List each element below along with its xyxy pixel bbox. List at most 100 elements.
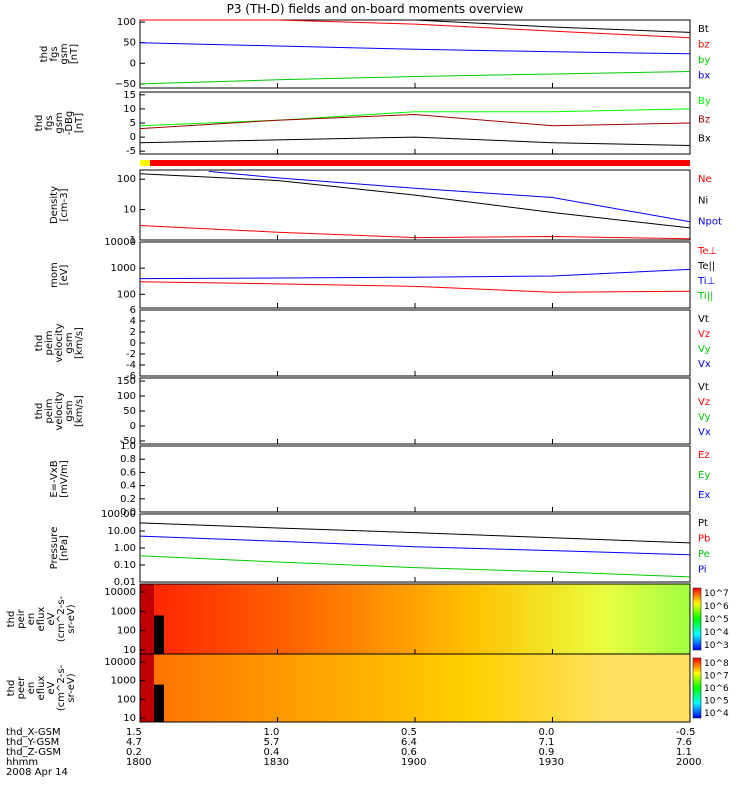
legend-Bz: Bz <box>698 115 710 126</box>
y-tick-label: 10000 <box>104 657 136 668</box>
series-Pt <box>139 522 691 544</box>
y-axis-label: (cm^2-s- <box>56 664 67 711</box>
series-Npot <box>208 170 691 223</box>
y-tick-label: -2 <box>126 349 136 360</box>
y-axis-label: eflux <box>36 607 47 632</box>
legend-Ey: Ey <box>698 470 710 481</box>
footer-row-label: thd_Y-GSM <box>6 737 60 748</box>
y-axis-label: mom <box>49 262 60 288</box>
legend-Pe: Pe <box>698 549 710 560</box>
series-Pe <box>139 555 691 578</box>
y-axis-label: sr-eV) <box>66 604 77 633</box>
y-axis-label: (cm^2-s- <box>56 595 67 642</box>
y-axis-label: fgs <box>44 115 55 130</box>
footer-value-z: 0.9 <box>538 747 555 758</box>
panel-frame-E-VxB <box>139 445 691 513</box>
y-axis-label: [km/s] <box>74 395 85 427</box>
panel-frame-peim-velocity-2 <box>139 377 691 445</box>
panel-frame-fgs-dBg <box>139 91 691 155</box>
legend-Vx: Vx <box>698 427 711 438</box>
y-tick-label: −50 <box>115 79 136 90</box>
y-axis-label: gsm <box>64 332 75 353</box>
legend-Vy: Vy <box>698 344 711 355</box>
series-bx <box>139 42 691 55</box>
footer-value-z: 0.6 <box>401 747 417 758</box>
footer-value-z: 0.4 <box>263 747 280 758</box>
colorbar-tick-label: 10^7 <box>704 589 729 599</box>
colorbar-tick-label: 10^5 <box>704 615 729 625</box>
legend-Pb: Pb <box>698 534 710 545</box>
y-axis-label: [mV/m] <box>59 460 70 498</box>
footer-row-label: thd_X-GSM <box>6 727 61 738</box>
colorbar-tick-label: 10^3 <box>704 641 729 651</box>
y-tick-label: 0.0 <box>120 507 136 518</box>
y-tick-label: 10000 <box>104 237 136 248</box>
y-tick-label: 10 <box>123 713 136 724</box>
y-tick-label: 0.4 <box>120 481 136 492</box>
y-axis-label: peim <box>44 330 55 355</box>
y-axis-label: thd <box>34 403 45 420</box>
heatmap-peir <box>140 584 690 654</box>
legend-Ex: Ex <box>698 490 710 501</box>
y-tick-label: 1.00 <box>114 543 136 554</box>
y-tick-label: 4 <box>130 316 136 327</box>
y-axis-label: en <box>26 682 37 695</box>
y-tick-label: 0.01 <box>114 577 136 588</box>
y-tick-label: 10 <box>123 205 136 216</box>
footer-value-z: 1.1 <box>676 747 692 758</box>
colorbar-peer <box>692 657 702 719</box>
legend-bz: bz <box>698 40 710 51</box>
y-tick-label: 0.2 <box>120 494 136 505</box>
series-Te⊥ <box>139 281 691 293</box>
y-tick-label: 50 <box>123 38 136 49</box>
colorbar-tick-label: 10^6 <box>704 684 729 694</box>
y-tick-label: 0.6 <box>120 467 136 478</box>
y-tick-label: 6 <box>130 305 136 316</box>
y-axis-label: sr-eV) <box>66 673 77 702</box>
y-axis-label: -DBg <box>64 111 75 136</box>
heatmap-band-peer <box>140 654 154 722</box>
y-tick-label: 0 <box>130 132 136 143</box>
footer-value-y: 7.1 <box>538 737 555 748</box>
y-tick-label: 0 <box>130 421 136 432</box>
footer-value-x: 1.0 <box>263 727 280 738</box>
y-axis-label: Pressure <box>49 527 60 570</box>
series-Bx <box>139 136 691 146</box>
footer-value-x: 1.5 <box>126 727 142 738</box>
panel-frame-pressure <box>139 513 691 583</box>
y-axis-label: gsm <box>54 112 65 133</box>
y-tick-label: 10 <box>123 104 136 115</box>
y-tick-label: 10 <box>123 645 136 656</box>
legend-By: By <box>698 96 711 107</box>
y-axis-label: peim <box>44 398 55 423</box>
legend-Vy: Vy <box>698 412 711 423</box>
legend-Npot: Npot <box>698 217 722 228</box>
legend-Ez: Ez <box>698 450 710 461</box>
plot-title: P3 (TH-D) fields and on-board moments ov… <box>226 2 524 16</box>
legend-Bx: Bx <box>698 133 711 144</box>
colorbar-peir <box>692 587 702 651</box>
footer-value-y: 7.6 <box>676 737 692 748</box>
series-Pi <box>139 535 691 556</box>
y-tick-label: 10000 <box>104 587 136 598</box>
y-tick-label: 0 <box>130 338 136 349</box>
legend-Te||: Te|| <box>697 261 715 272</box>
y-tick-label: 100 <box>117 174 136 185</box>
y-tick-label: 100 <box>117 626 136 637</box>
heatmap-datagap-peir <box>154 615 164 654</box>
series-by <box>139 71 691 85</box>
footer-value-y: 6.4 <box>401 737 417 748</box>
y-tick-label: 5 <box>130 118 136 129</box>
y-tick-label: -4 <box>126 360 136 371</box>
y-tick-label: -50 <box>120 436 136 447</box>
series-Bt <box>140 19 691 33</box>
y-axis-label: Density <box>49 186 60 224</box>
y-axis-label: thd <box>6 680 17 697</box>
legend-Vt: Vt <box>698 314 709 325</box>
legend-Vx: Vx <box>698 359 711 370</box>
series-Bz <box>139 113 691 130</box>
y-axis-label: thd <box>34 335 45 352</box>
y-axis-label: thd <box>6 611 17 628</box>
y-axis-label: [nPa] <box>59 535 70 561</box>
